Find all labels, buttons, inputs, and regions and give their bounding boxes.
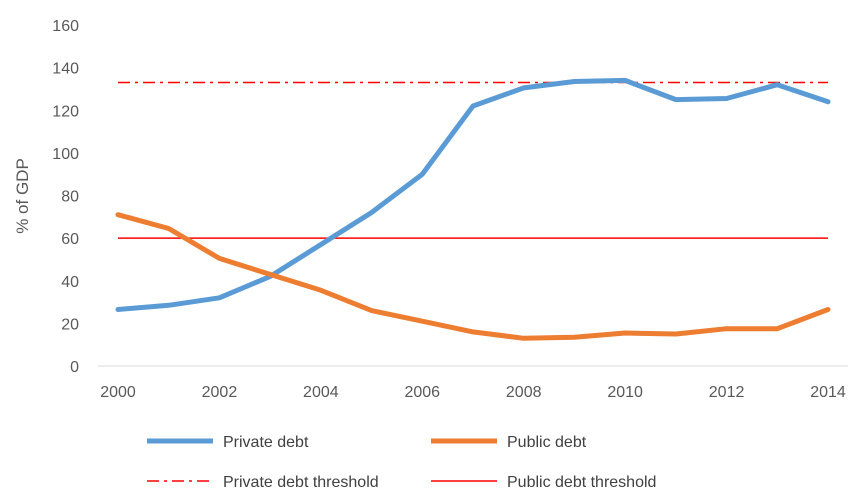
x-tick-label: 2004: [303, 384, 339, 401]
x-tick-label: 2014: [810, 384, 846, 401]
y-tick-label: 160: [52, 18, 79, 35]
y-tick-label: 40: [61, 274, 79, 291]
legend-label: Public debt threshold: [507, 474, 656, 491]
legend-label: Private debt threshold: [223, 474, 379, 491]
y-axis-label: % of GDP: [13, 158, 32, 234]
x-tick-label: 2008: [506, 384, 542, 401]
threshold-lines: [118, 81, 828, 239]
legend-label: Private debt: [223, 434, 309, 451]
series-line: [115, 212, 831, 341]
y-tick-label: 80: [61, 189, 79, 206]
y-tick-label: 60: [61, 231, 79, 248]
y-tick-label: 120: [52, 103, 79, 120]
legend-label: Public debt: [507, 434, 587, 451]
y-tick-label: 100: [52, 146, 79, 163]
y-axis-ticks: 0 20 40 60 80 100 120 140 160: [52, 18, 79, 376]
y-tick-label: 140: [52, 61, 79, 78]
y-tick-label: 0: [70, 359, 79, 376]
x-tick-label: 2010: [607, 384, 643, 401]
y-tick-label: 20: [61, 316, 79, 333]
x-tick-label: 2012: [709, 384, 745, 401]
x-axis-ticks: 2000 2002 2004 2006 2008 2010 2012 2014: [100, 384, 846, 401]
series-line: [115, 77, 831, 312]
legend: Private debt Public debt Private debt thre…: [147, 434, 656, 491]
x-tick-label: 2002: [202, 384, 238, 401]
x-tick-label: 2006: [404, 384, 440, 401]
x-tick-label: 2000: [100, 384, 136, 401]
series-lines: [115, 77, 831, 341]
